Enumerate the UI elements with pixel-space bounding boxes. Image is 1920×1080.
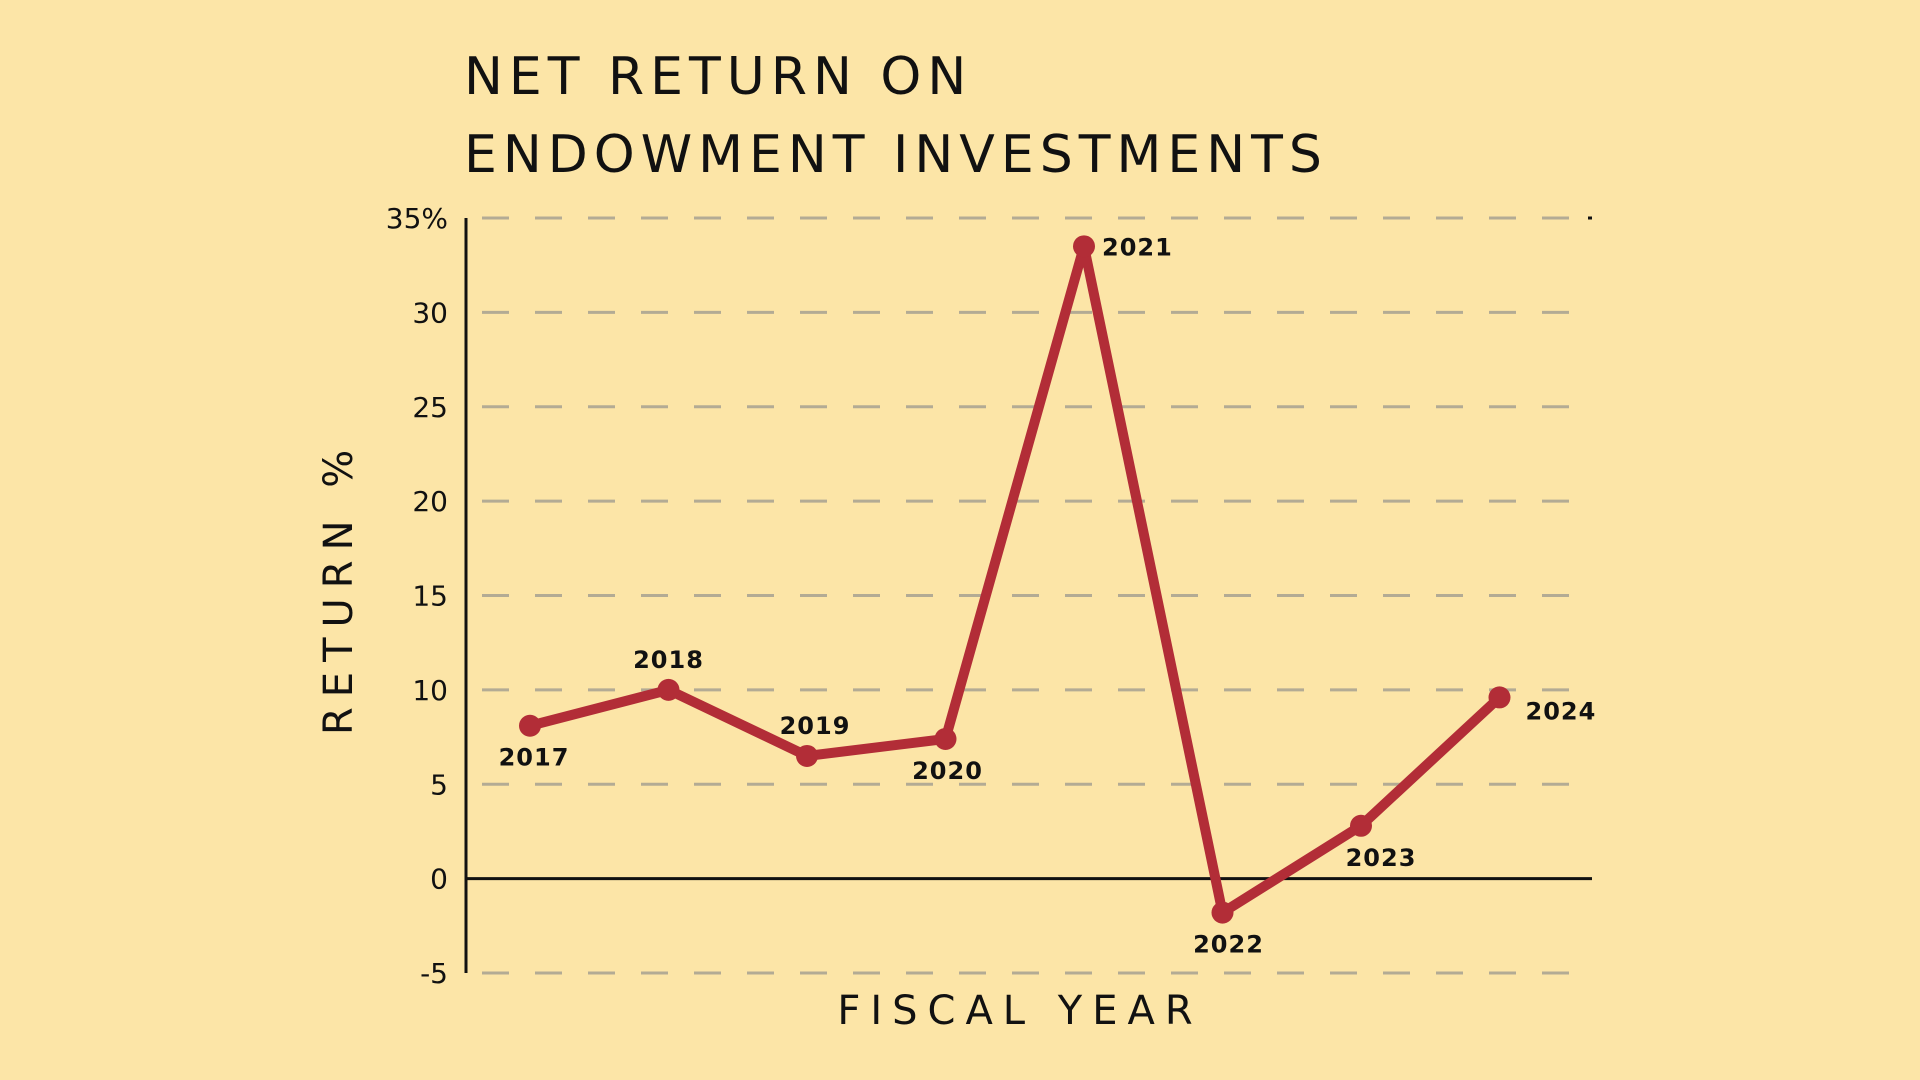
y-tick-label: 25 <box>412 391 448 424</box>
series-lines <box>528 244 1503 921</box>
y-tick-label: 0 <box>430 863 448 896</box>
chart-title-line-2: ENDOWMENT INVESTMENTS <box>464 125 1328 185</box>
point-labels: 2017 2018 2019 2020 2021 2022 2023 2024 <box>499 233 1597 959</box>
y-tick-label: 35% <box>386 202 448 235</box>
chart-title: NET RETURN ON ENDOWMENT INVESTMENTS <box>464 38 1328 194</box>
y-tick-label: 10 <box>412 674 448 707</box>
y-tick-label: 30 <box>412 296 448 329</box>
data-point-2019 <box>796 744 818 767</box>
y-tick-label: 20 <box>412 485 448 518</box>
point-label-2017: 2017 <box>499 744 570 772</box>
gridlines <box>482 216 1592 975</box>
data-point-2018 <box>657 678 680 701</box>
data-point-2021 <box>1073 235 1095 258</box>
data-point-2020 <box>934 727 957 750</box>
data-point-2022 <box>1211 901 1234 924</box>
point-label-2024: 2024 <box>1526 697 1597 725</box>
series-line <box>528 244 1503 921</box>
y-tick-label: 15 <box>412 580 448 613</box>
chart-title-line-1: NET RETURN ON <box>464 47 973 107</box>
point-label-2022: 2022 <box>1193 931 1264 959</box>
y-tick-label: -5 <box>420 957 448 990</box>
y-axis-label: RETURN % <box>316 440 362 735</box>
y-tick-labels: 35% 30 25 20 15 10 5 0 -5 <box>386 202 448 990</box>
point-label-2023: 2023 <box>1346 844 1417 872</box>
data-point-2017 <box>519 714 541 737</box>
axes <box>464 216 1592 973</box>
point-label-2020: 2020 <box>912 757 983 785</box>
x-axis-label: FISCAL YEAR <box>837 988 1202 1034</box>
data-point-2024 <box>1488 686 1511 709</box>
point-label-2018: 2018 <box>633 646 704 674</box>
point-label-2021: 2021 <box>1102 233 1173 261</box>
point-label-2019: 2019 <box>780 712 851 740</box>
data-points <box>519 235 1511 924</box>
data-point-2023 <box>1350 814 1372 837</box>
y-tick-label: 5 <box>430 768 448 801</box>
